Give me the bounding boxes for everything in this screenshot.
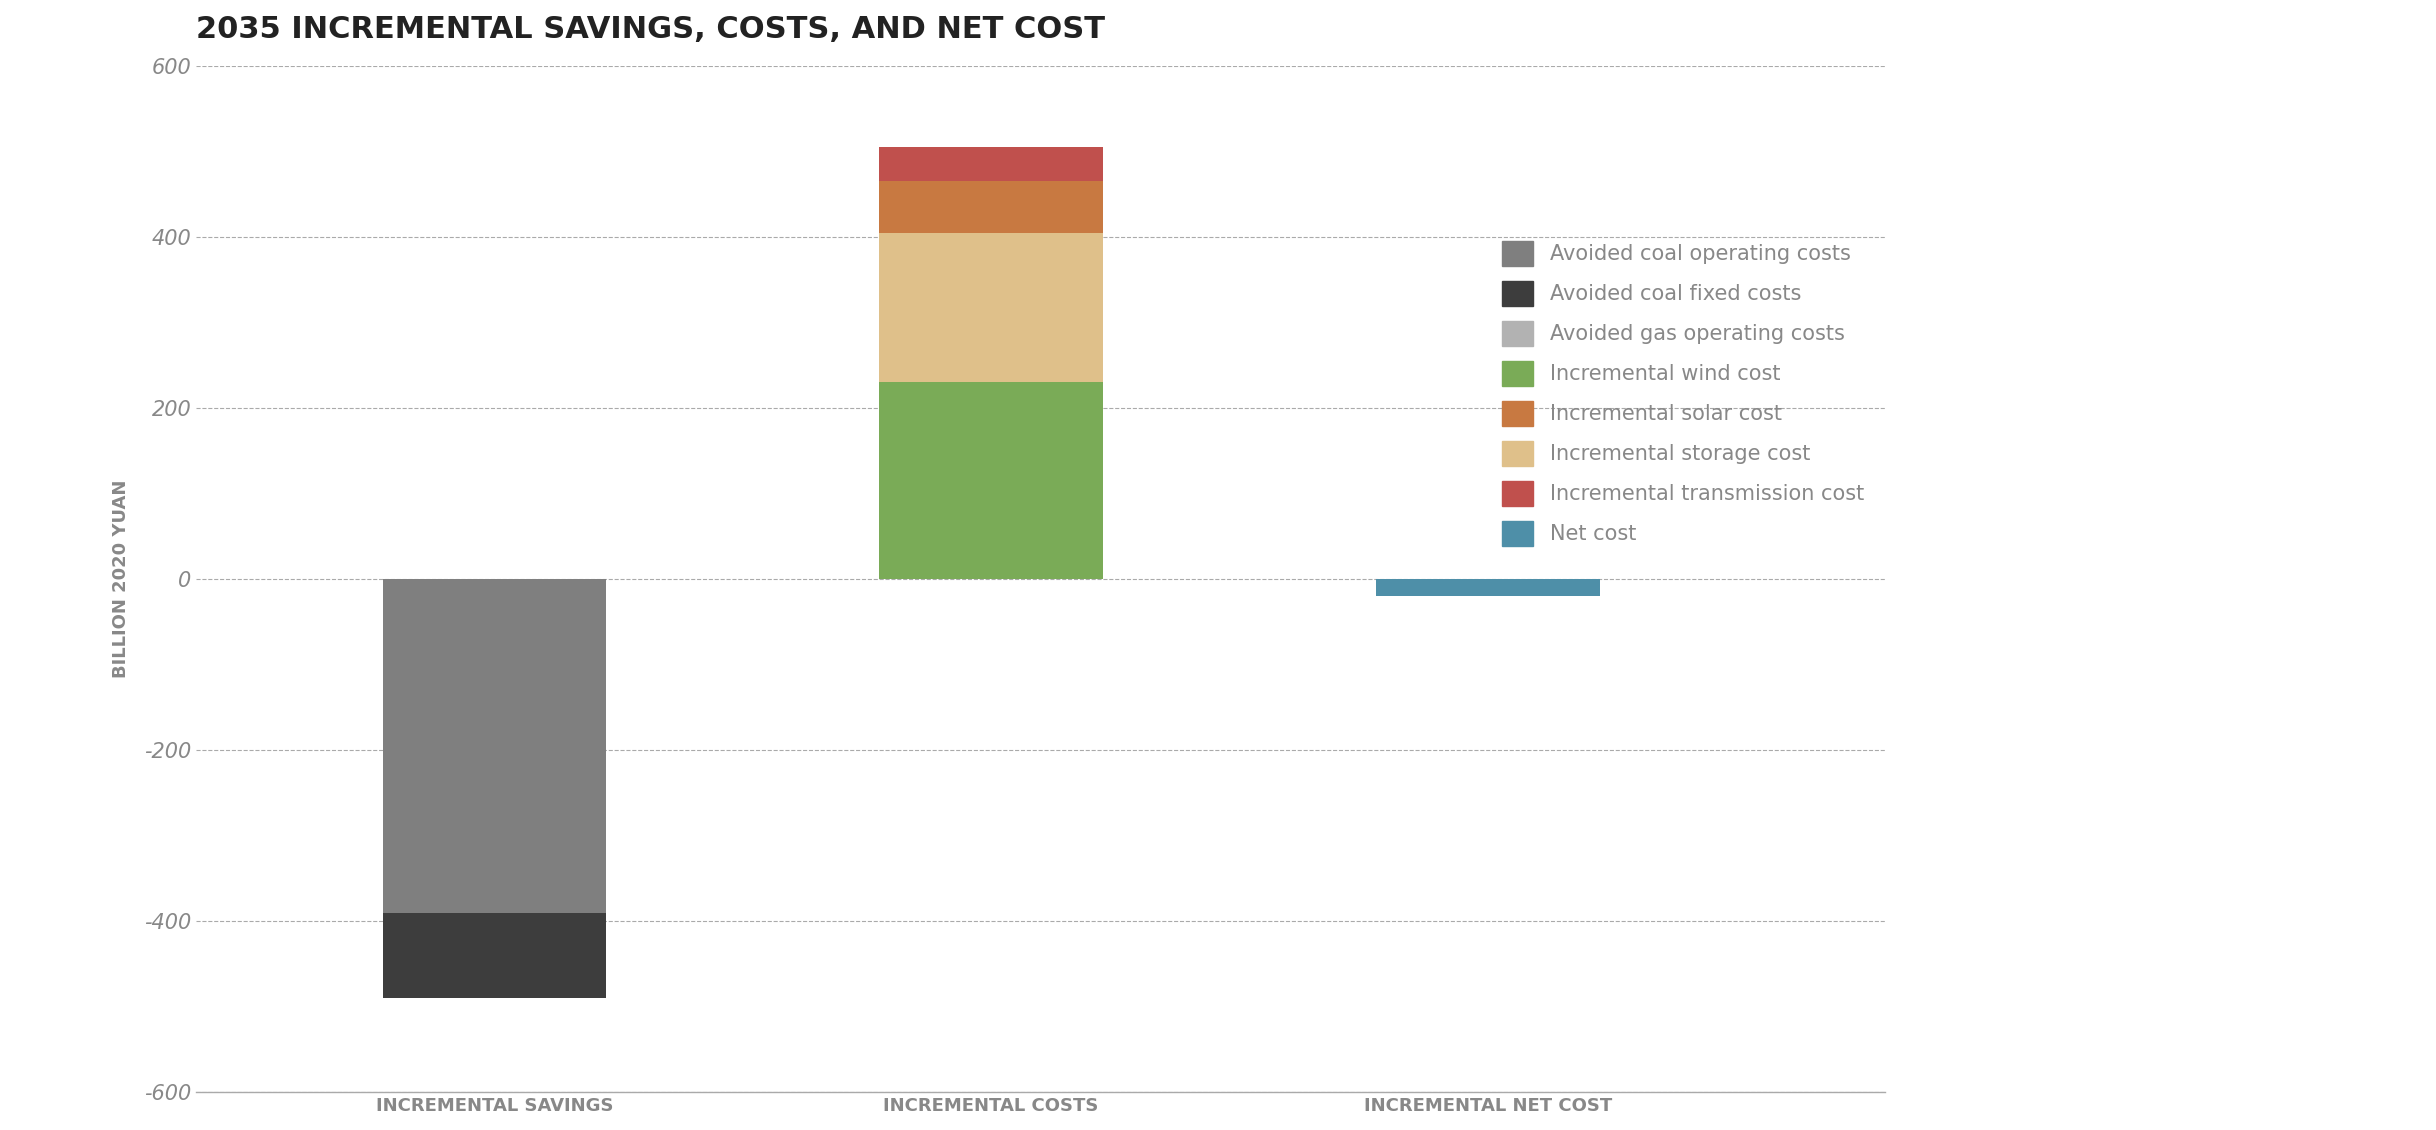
Bar <box>879 233 1104 382</box>
Legend: Avoided coal operating costs, Avoided coal fixed costs, Avoided gas operating co: Avoided coal operating costs, Avoided co… <box>1491 231 1876 556</box>
Bar <box>879 147 1104 181</box>
Bar <box>879 382 1104 579</box>
Bar <box>879 181 1104 233</box>
Bar <box>1376 579 1600 596</box>
Bar <box>382 579 607 913</box>
Bar <box>382 913 607 998</box>
Text: 2035 INCREMENTAL SAVINGS, COSTS, AND NET COST: 2035 INCREMENTAL SAVINGS, COSTS, AND NET… <box>197 15 1106 44</box>
Y-axis label: BILLION 2020 YUAN: BILLION 2020 YUAN <box>112 480 132 678</box>
